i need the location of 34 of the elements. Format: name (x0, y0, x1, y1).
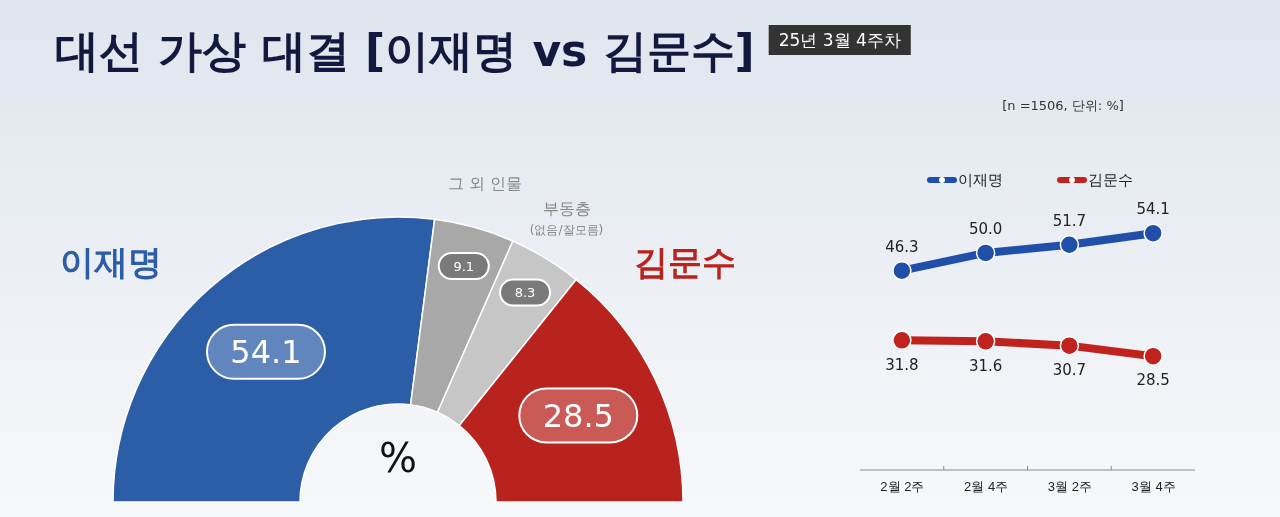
data-label: 31.6 (968, 356, 1003, 375)
data-label: 51.7 (1052, 211, 1087, 230)
slice-label: 부동층 (없음/잘모름) (529, 199, 604, 238)
slice-label: 이재명 (60, 242, 162, 282)
point (1059, 335, 1080, 356)
x-tick-label: 3월 4주 (1131, 479, 1176, 495)
legend-label: 이재명 (958, 171, 1003, 190)
point (892, 260, 912, 281)
point (975, 331, 996, 352)
data-label: 8.3 (514, 285, 536, 301)
data-label: 28.5 (542, 396, 614, 435)
text: 25년 3월 4주차 (778, 30, 901, 50)
data-label: 50.0 (968, 220, 1003, 239)
data-label: 30.7 (1052, 360, 1087, 379)
point (1059, 234, 1080, 255)
data-label: 46.3 (885, 237, 919, 256)
x-tick-label: 2월 4주 (964, 479, 1009, 495)
data-label: 54.1 (1136, 200, 1170, 219)
slice-label: 김문수 (634, 242, 736, 282)
text: % (378, 435, 418, 481)
point (975, 243, 996, 263)
legend-label: 김문수 (1088, 171, 1133, 190)
point (1143, 223, 1163, 243)
point (892, 330, 912, 351)
text: [n =1506, 단위: %] (1002, 98, 1124, 113)
x-tick-label: 3월 2주 (1047, 479, 1092, 495)
data-label: 54.1 (230, 332, 302, 371)
x-tick-label: 2월 2주 (880, 479, 925, 495)
slice-label: 그 외 인물 (448, 173, 523, 193)
data-label: 31.8 (885, 355, 919, 374)
point (1143, 346, 1163, 366)
chart-title: 대선 가상 대결 [이재명 vs 김문수] (55, 25, 755, 76)
data-label: 28.5 (1136, 371, 1170, 390)
data-label: 9.1 (453, 258, 475, 274)
